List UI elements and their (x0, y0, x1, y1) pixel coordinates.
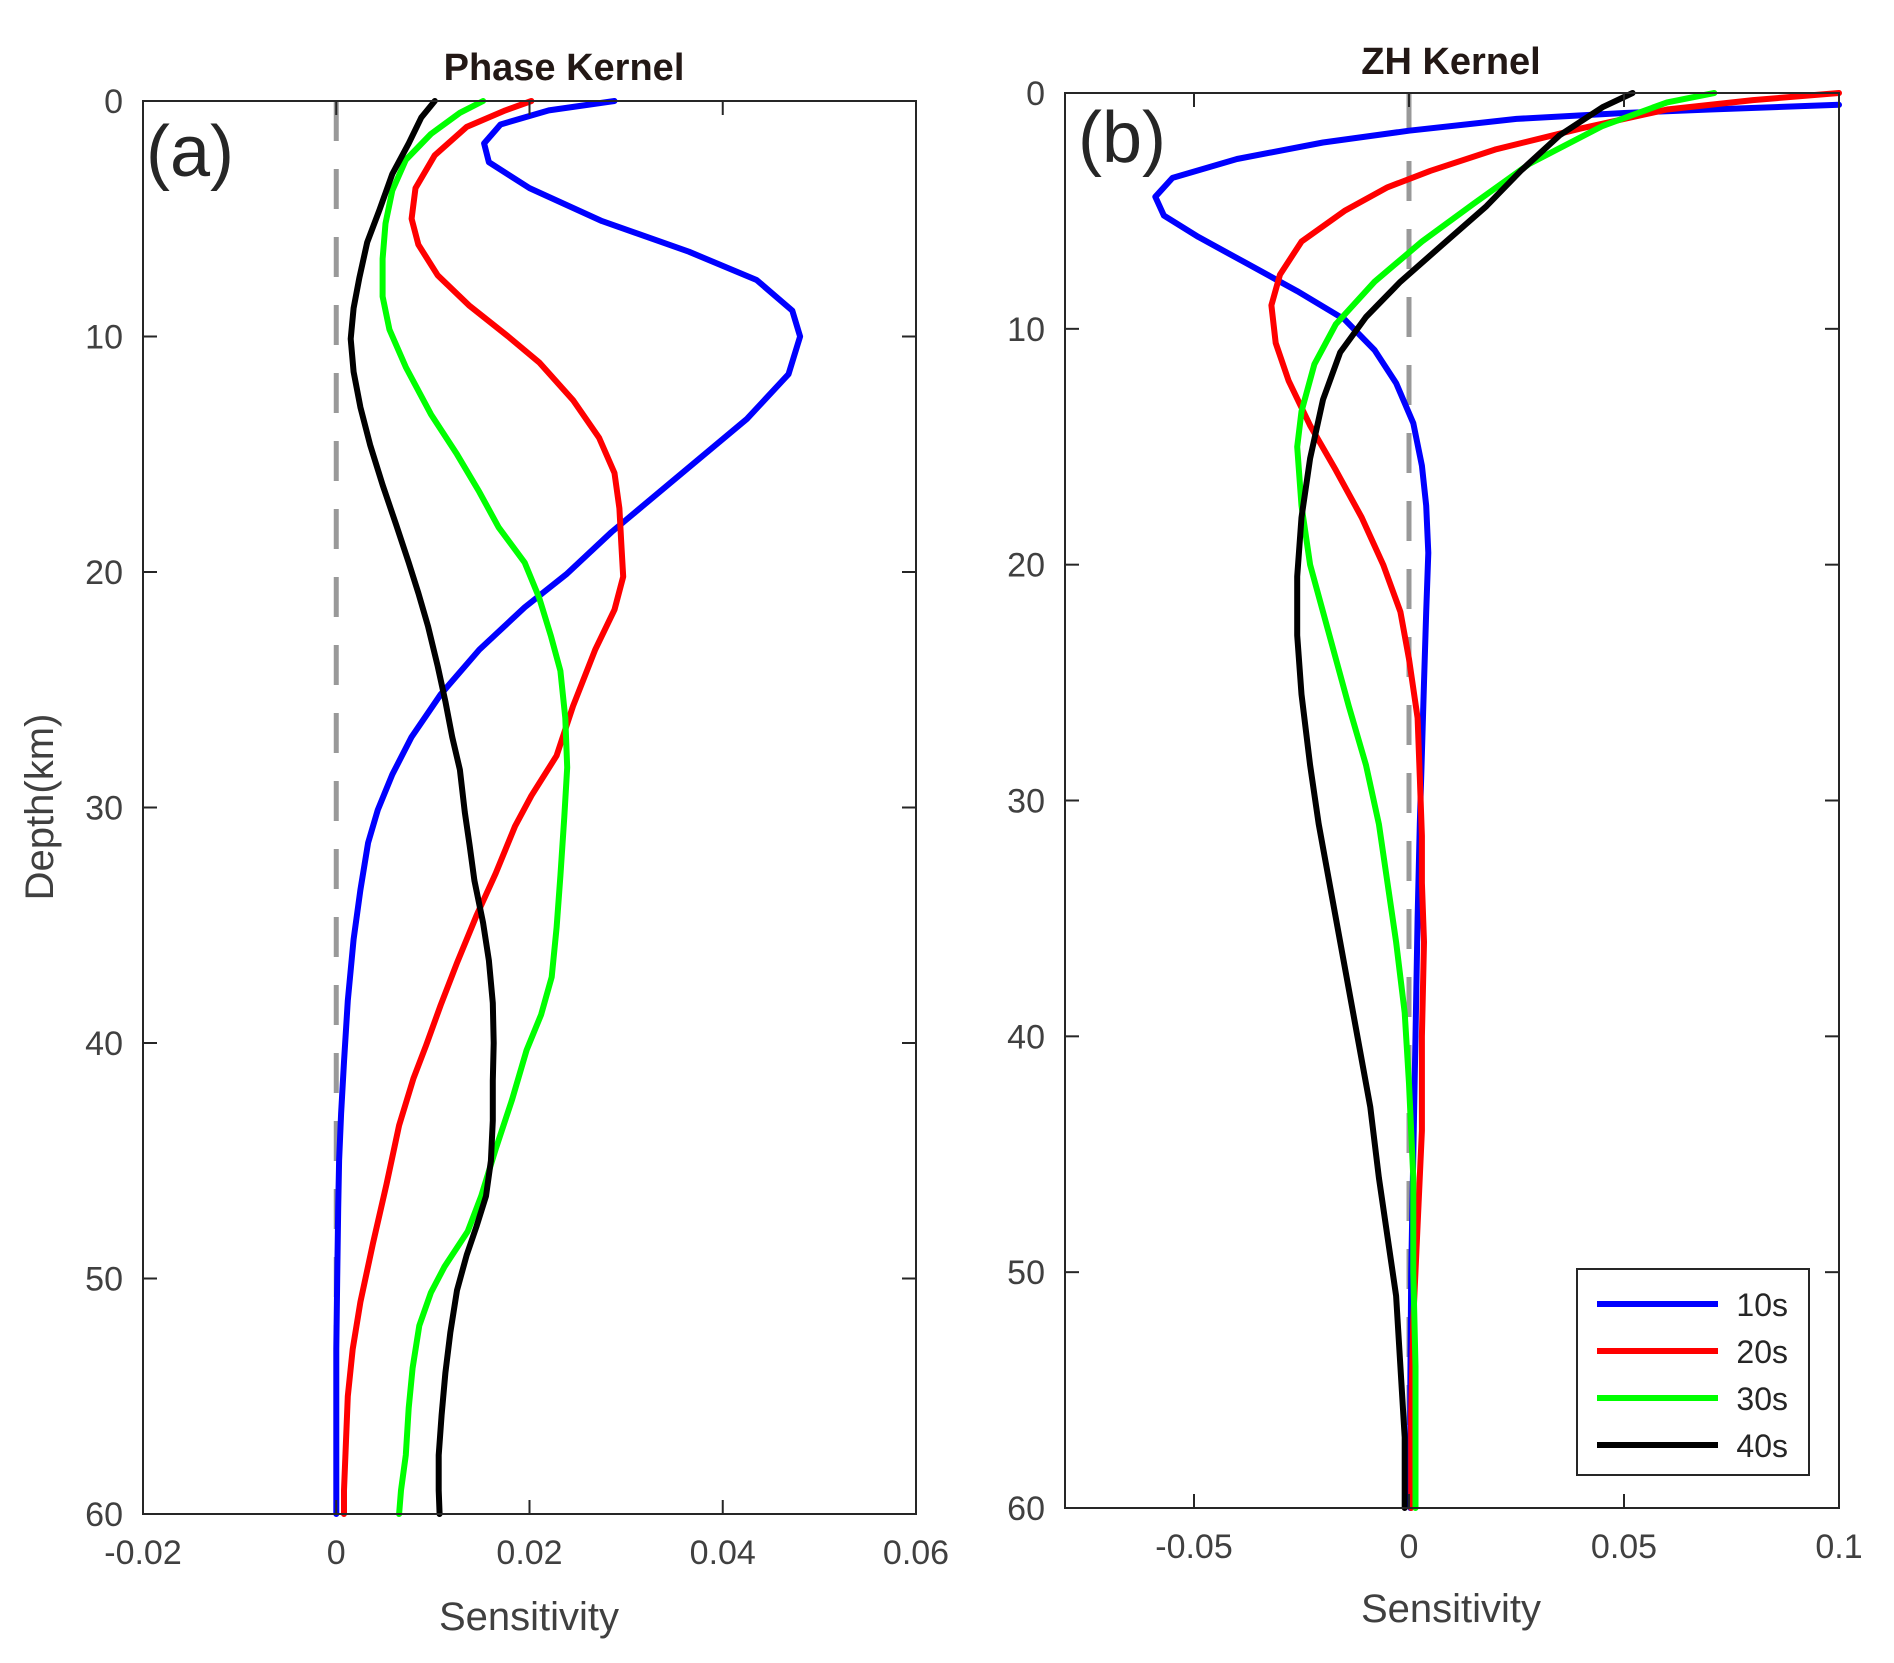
panel-a-title: Phase Kernel (444, 47, 685, 89)
panel-a-series-30s (379, 98, 571, 1517)
panel-a-label: (a) (146, 112, 234, 192)
panel-b-x-tick-label: 0.1 (1815, 1528, 1862, 1566)
panel-a-x-tick-label: 0 (327, 1534, 346, 1572)
panel-b-plot-frame (1064, 92, 1840, 1509)
legend-label-10s: 10s (1736, 1287, 1788, 1323)
panel-b-y-tick-label: 40 (1007, 1018, 1045, 1056)
legend-label-40s: 40s (1736, 1428, 1788, 1464)
panel-b-y-tick-label: 50 (1007, 1254, 1045, 1292)
panel-a-y-tick-label: 30 (85, 790, 123, 828)
panel-b-series-40s (1294, 90, 1636, 1511)
panel-a-y-axis-label: Depth(km) (18, 714, 62, 901)
panel-a-y-tick-label: 40 (85, 1025, 123, 1063)
panel-b-x-axis-label: Sensitivity (1361, 1587, 1541, 1631)
panel-b-y-tick-label: 60 (1007, 1490, 1045, 1528)
panel-a-x-axis-label: Sensitivity (439, 1595, 619, 1639)
legend-label-20s: 20s (1736, 1334, 1788, 1370)
panel-a-x-tick-label: 0.06 (883, 1534, 949, 1572)
legend: 10s 20s 30s 40s (1576, 1268, 1810, 1476)
panel-b-series-10s (1152, 101, 1842, 1511)
panel-b-y-tick-label: 10 (1007, 311, 1045, 349)
panel-a-series-40s (347, 98, 497, 1517)
panel-b-y-tick-label: 0 (1026, 75, 1045, 113)
legend-label-30s: 30s (1736, 1381, 1788, 1417)
panel-b-title: ZH Kernel (1361, 41, 1540, 83)
panel-b-x-tick-label: 0 (1400, 1528, 1419, 1566)
panel-a-y-tick-label: 0 (104, 83, 123, 121)
panel-b-y-tick-label: 20 (1007, 547, 1045, 585)
panel-a-x-tick-label: 0.02 (496, 1534, 562, 1572)
panel-a-y-tick-label: 10 (85, 319, 123, 357)
panel-a-y-tick-label: 50 (85, 1261, 123, 1299)
panel-a-y-tick-label: 60 (85, 1496, 123, 1534)
panel-a-series-10s (333, 98, 804, 1517)
panel-a-x-tick-label: 0.04 (690, 1534, 756, 1572)
panel-b-series-30s (1294, 90, 1718, 1511)
panel-b-label: (b) (1078, 98, 1166, 178)
panel-a-series-20s (341, 98, 627, 1517)
panel-b-x-tick-label: 0.05 (1591, 1528, 1657, 1566)
panel-b-series-20s (1268, 90, 1842, 1511)
panel-a-x-tick-label: -0.02 (104, 1534, 182, 1572)
panel-b: ZH Kernel (b) -0.05 0 0.05 0.1 0 10 20 30 40 50 60… (1007, 41, 1862, 1631)
panel-b-x-tick-label: -0.05 (1155, 1528, 1233, 1566)
panel-a: Phase Kernel (a) -0.02 0 0.02 0.04 0.06 0 10 20… (18, 47, 949, 1639)
panel-a-plot-frame (142, 100, 917, 1515)
panel-a-y-tick-label: 20 (85, 554, 123, 592)
panel-b-y-tick-label: 30 (1007, 783, 1045, 821)
